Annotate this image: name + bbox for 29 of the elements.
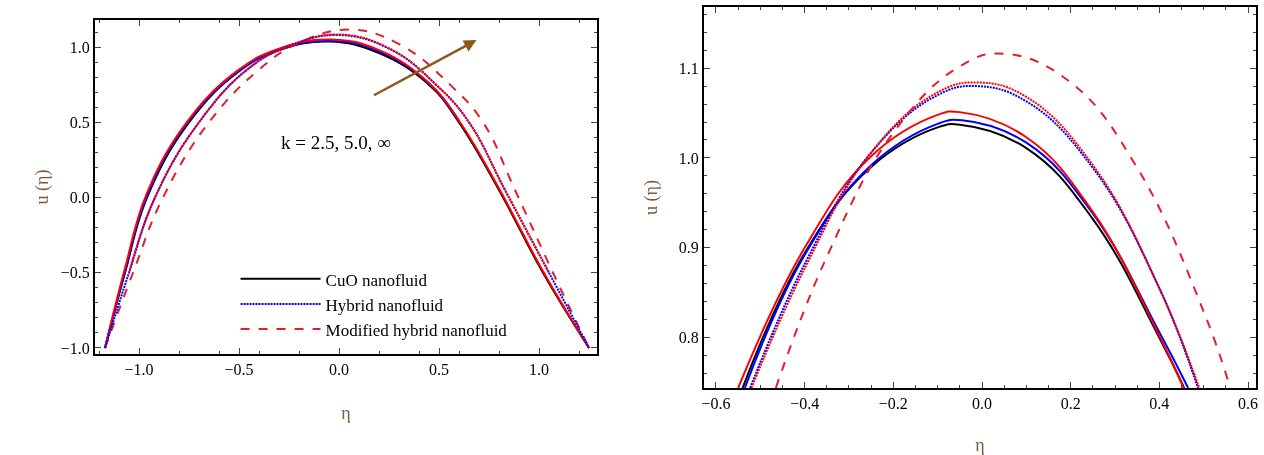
- x-tick-label: −1.0: [124, 361, 154, 379]
- x-tick-label: −0.5: [224, 361, 254, 379]
- annotation: k = 2.5, 5.0, ∞: [281, 132, 391, 153]
- x-tick-label: 0.0: [329, 361, 349, 379]
- y-tick-label: 0.5: [69, 113, 90, 131]
- x-axis-title: η: [975, 435, 985, 455]
- x-tick-label: 0.6: [1238, 395, 1259, 413]
- x-tick-label: 0.0: [972, 395, 992, 413]
- x-tick-label: 0.4: [1149, 395, 1170, 413]
- y-tick-label: 0.0: [69, 189, 90, 207]
- x-tick-label: −0.2: [878, 395, 908, 413]
- y-tick-label: 1.0: [69, 38, 90, 56]
- y-tick-label: 0.9: [678, 239, 699, 257]
- x-tick-label: −0.4: [790, 395, 820, 413]
- x-tick-label: 1.0: [529, 361, 549, 379]
- legend-label: Modified hybrid nanofluid: [325, 320, 508, 340]
- legend-label: Hybrid nanofluid: [325, 295, 444, 315]
- y-tick-label: 1.0: [678, 149, 699, 167]
- legend-label: CuO nanofluid: [325, 270, 428, 290]
- y-tick-label: −1.0: [60, 339, 90, 357]
- x-axis-title: η: [341, 403, 351, 423]
- y-tick-label: −0.5: [60, 264, 90, 282]
- x-tick-label: 0.2: [1060, 395, 1081, 413]
- y-axis-title: u (η): [32, 169, 53, 205]
- y-axis-title: u (η): [641, 180, 662, 215]
- y-tick-label: 0.8: [678, 329, 699, 347]
- x-tick-label: −0.6: [701, 395, 731, 413]
- x-tick-label: 0.5: [429, 361, 449, 379]
- y-tick-label: 1.1: [678, 59, 699, 77]
